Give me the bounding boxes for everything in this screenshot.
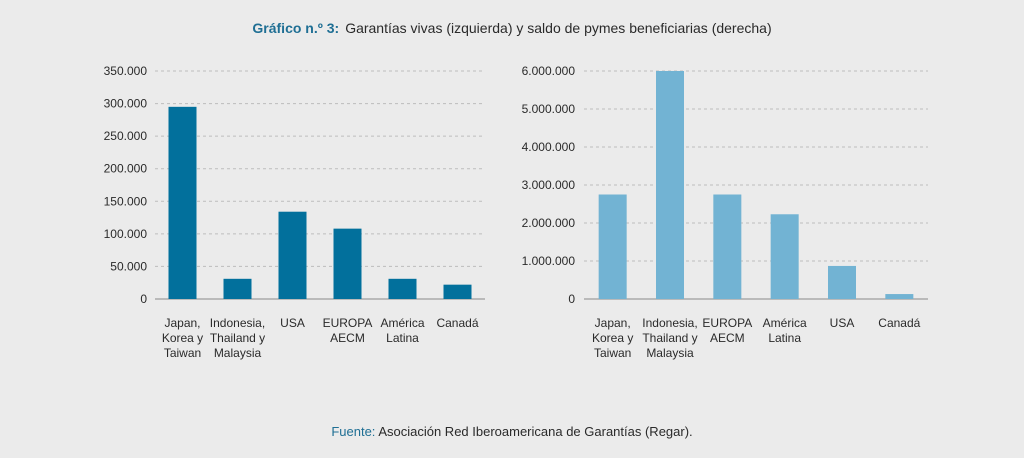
chart-title: Gráfico n.º 3: Garantías vivas (izquierda…: [0, 20, 1024, 36]
left-category-label: EUROPA AECM: [323, 316, 373, 345]
right-bar: [885, 294, 914, 299]
left-ytick-label: 150.000: [104, 194, 148, 208]
left-category-label-line: Malaysia: [214, 346, 262, 360]
right-category-label-line: USA: [830, 316, 855, 330]
right-ytick-label: 5.000.000: [522, 102, 576, 116]
right-bar: [828, 265, 856, 299]
right-bar: [598, 194, 627, 299]
right-ytick-label: 4.000.000: [522, 140, 576, 154]
right-category-label-line: Latina: [768, 331, 801, 345]
left-category-label: Japan, Korea y Taiwan: [162, 316, 203, 360]
right-category-label-line: EUROPA: [702, 316, 752, 330]
left-category-label-line: América: [380, 316, 424, 330]
right-bar: [770, 214, 799, 299]
left-category-label-line: AECM: [330, 331, 365, 345]
right-category-label: Indonesia, Thailand y Malaysia: [642, 316, 697, 360]
left-ytick-label: 350.000: [104, 64, 148, 78]
left-category-label-line: Korea y: [162, 331, 203, 345]
right-category-label-line: América: [763, 316, 807, 330]
left-category-label-line: Taiwan: [164, 346, 201, 360]
right-category-label-line: Japan,: [595, 316, 631, 330]
left-bar: [333, 228, 362, 299]
right-category-label: USA: [830, 316, 855, 330]
left-bar: [278, 211, 307, 299]
left-ytick-label: 100.000: [104, 227, 148, 241]
left-bar: [223, 278, 252, 299]
source-note: Fuente: Asociación Red Iberoamericana de…: [0, 424, 1024, 439]
left-ytick-label: 200.000: [104, 162, 148, 176]
right-ytick-label: 1.000.000: [522, 254, 576, 268]
right-category-label-line: Korea y: [592, 331, 633, 345]
right-bar: [713, 194, 742, 299]
left-category-label: América Latina: [380, 316, 424, 345]
chart-title-label: Gráfico n.º 3:: [252, 20, 340, 36]
left-category-label-line: Japan,: [164, 316, 200, 330]
source-label: Fuente:: [331, 424, 376, 439]
left-ytick-label: 0: [140, 292, 147, 306]
left-ytick-label: 50.000: [110, 259, 147, 273]
chart-title-text: Garantías vivas (izquierda) y saldo de p…: [345, 20, 772, 36]
right-category-label-line: AECM: [710, 331, 745, 345]
left-bar: [443, 284, 472, 299]
left-category-label-line: Latina: [386, 331, 419, 345]
right-bar: [656, 71, 684, 299]
right-category-label: América Latina: [763, 316, 807, 345]
left-category-label: Canadá: [436, 316, 478, 330]
source-text: Asociación Red Iberoamericana de Garantí…: [378, 424, 693, 439]
left-ytick-label: 250.000: [104, 129, 148, 143]
left-bar: [388, 278, 417, 299]
left-chart-svg: 0 50.000 100.000 150.000 200.000 250.000 300.0…: [104, 64, 485, 360]
right-category-label-line: Malaysia: [646, 346, 694, 360]
right-category-label: Japan, Korea y Taiwan: [592, 316, 633, 360]
left-category-label-line: USA: [280, 316, 305, 330]
left-ytick-label: 300.000: [104, 97, 148, 111]
left-bar-chart: 0 50.000 100.000 150.000 200.000 250.000 300.0…: [104, 64, 485, 360]
right-ytick-label: 2.000.000: [522, 216, 576, 230]
right-category-label: EUROPA AECM: [702, 316, 752, 345]
right-category-label-line: Thailand y: [642, 331, 697, 345]
left-category-label-line: EUROPA: [323, 316, 373, 330]
right-ytick-label: 0: [568, 292, 575, 306]
right-category-label: Canadá: [878, 316, 920, 330]
left-category-label-line: Indonesia,: [210, 316, 265, 330]
left-category-label: Indonesia, Thailand y Malaysia: [210, 316, 265, 360]
left-category-label-line: Canadá: [436, 316, 478, 330]
right-category-label-line: Indonesia,: [642, 316, 697, 330]
right-chart-svg: 0 1.000.000 2.000.000 3.000.000 4.000.000 5.0…: [522, 64, 928, 360]
right-category-label-line: Taiwan: [594, 346, 631, 360]
right-category-label-line: Canadá: [878, 316, 920, 330]
right-bar-chart: 0 1.000.000 2.000.000 3.000.000 4.000.000 5.0…: [522, 64, 928, 360]
left-category-label: USA: [280, 316, 305, 330]
left-category-label-line: Thailand y: [210, 331, 265, 345]
right-ytick-label: 6.000.000: [522, 64, 576, 78]
left-bar: [168, 106, 197, 299]
right-ytick-label: 3.000.000: [522, 178, 576, 192]
